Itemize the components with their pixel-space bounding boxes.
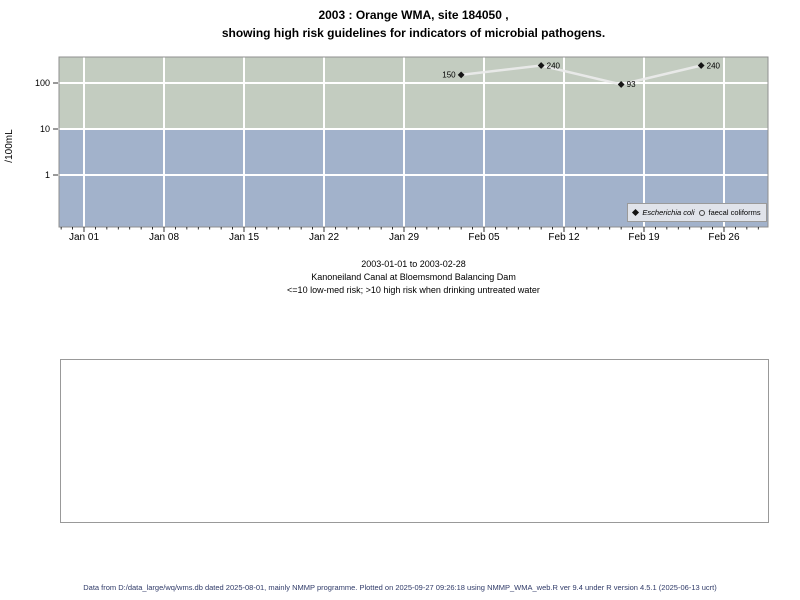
data-point-diamond xyxy=(537,62,545,69)
legend-label-faecal-coliforms: faecal coliforms xyxy=(708,208,761,217)
plot-border xyxy=(58,56,769,228)
legend-label-escherichia-coli: Escherichia coli xyxy=(642,208,695,217)
y-tick-label: 1 xyxy=(45,170,50,180)
empty-panel xyxy=(60,359,769,523)
x-tick-label: Jan 29 xyxy=(389,232,419,243)
y-tick-label: 10 xyxy=(40,124,50,134)
chart-title-line2: showing high risk guidelines for indicat… xyxy=(221,26,606,40)
series-line xyxy=(460,64,702,86)
data-point-label: 240 xyxy=(547,61,561,70)
chart-title-line1: 2003 : Orange WMA, site 184050 , xyxy=(318,8,509,22)
x-tick-label: Feb 19 xyxy=(628,232,660,243)
x-tick-label: Jan 01 xyxy=(69,232,99,243)
open-circle-icon xyxy=(698,209,705,216)
data-point-diamond xyxy=(697,62,705,69)
data-point-diamond xyxy=(457,71,465,79)
data-point-diamond xyxy=(617,81,625,88)
filled-diamond-icon xyxy=(632,208,640,217)
chart-caption: 2003-01-01 to 2003-02-28 Kanoneiland Can… xyxy=(59,258,768,297)
footer-provenance: Data from D:/data_large/wq/wms.db dated … xyxy=(83,583,717,592)
x-tick-label: Jan 15 xyxy=(229,232,259,243)
x-tick-label: Feb 12 xyxy=(548,232,580,243)
x-tick-label: Jan 22 xyxy=(309,232,339,243)
high-risk-zone xyxy=(59,57,768,129)
x-tick-label: Jan 08 xyxy=(149,232,179,243)
chart-title: 2003 : Orange WMA, site 184050 , showing… xyxy=(59,6,768,42)
data-point-label: 150 xyxy=(442,71,456,80)
x-tick-label: Feb 26 xyxy=(708,232,740,243)
plot-area: Jan 01 Jan 08 Jan 15 Jan 22 Jan 29 Feb 05 Feb … xyxy=(35,56,769,243)
caption-date-range: 2003-01-01 to 2003-02-28 xyxy=(361,259,466,269)
data-point-label: 240 xyxy=(707,61,721,70)
x-tick-label: Feb 05 xyxy=(468,232,500,243)
legend: Escherichia coli faecal coliforms xyxy=(627,203,767,222)
data-point-label: 93 xyxy=(627,80,636,89)
caption-site-name: Kanoneiland Canal at Bloemsmond Balancin… xyxy=(311,272,516,282)
y-tick-label: 100 xyxy=(35,78,50,88)
caption-risk-guideline: <=10 low-med risk; >10 high risk when dr… xyxy=(287,285,540,295)
